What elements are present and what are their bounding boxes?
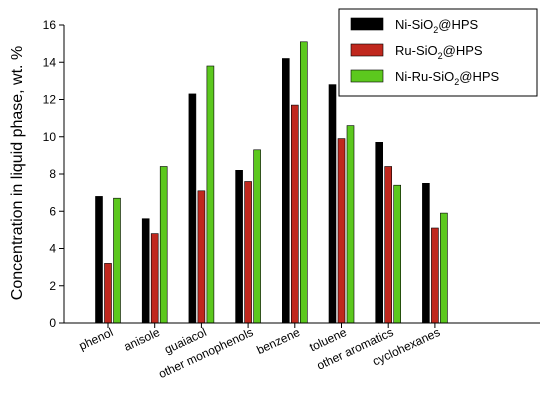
y-tick-label-8: 14 <box>43 55 57 69</box>
y-tick-label-6: 10 <box>43 130 57 144</box>
y-tick-label-7: 12 <box>43 93 57 107</box>
legend-swatch-1 <box>350 17 384 31</box>
y-tick-label-3: 4 <box>49 242 56 256</box>
y-tick-label-2: 2 <box>49 279 56 293</box>
bar-1-4 <box>235 170 243 324</box>
bar-3-8 <box>440 212 448 324</box>
bar-2-5 <box>290 104 299 324</box>
bar-3-2 <box>159 166 168 324</box>
x-category-label-2: anisole <box>122 325 163 354</box>
bar-1-6 <box>328 84 337 324</box>
legend-label-1: Ni-SiO2@HPS <box>395 17 479 35</box>
bar-2-4 <box>244 181 252 324</box>
legend: Ni-SiO2@HPS Ru-SiO2@HPS Ni-Ru-SiO2@HPS <box>338 8 538 97</box>
bar-1-5 <box>281 58 290 324</box>
x-category-label-1: phenol <box>77 325 116 353</box>
y-tick-label-5: 8 <box>49 167 56 181</box>
legend-swatch-2 <box>350 43 384 57</box>
bar-3-4 <box>253 149 261 324</box>
bar-1-2 <box>141 218 150 324</box>
legend-label-3: Ni-Ru-SiO2@HPS <box>395 69 500 87</box>
bar-3-7 <box>393 184 402 324</box>
bar-3-1 <box>113 197 121 324</box>
bar-1-1 <box>95 196 103 324</box>
bar-1-8 <box>422 183 430 324</box>
y-tick-label-9: 16 <box>43 18 57 32</box>
y-tick-label-1: 0 <box>49 316 56 330</box>
bar-2-1 <box>104 263 112 324</box>
bar-2-7 <box>384 166 393 324</box>
x-category-label-5: benzene <box>254 325 302 357</box>
bar-2-3 <box>197 190 206 324</box>
legend-swatch-3 <box>350 69 384 83</box>
bar-3-3 <box>206 65 215 324</box>
y-tick-label-4: 6 <box>49 204 56 218</box>
bar-1-7 <box>375 142 384 324</box>
bar-1-3 <box>188 93 197 324</box>
bar-3-5 <box>299 41 308 324</box>
legend-label-2: Ru-SiO2@HPS <box>395 43 483 61</box>
bar-2-8 <box>431 227 439 324</box>
bar-2-6 <box>337 138 346 324</box>
bars-layer <box>95 41 448 324</box>
y-axis-title: Concentration in liquid phase, wt. % <box>9 46 26 300</box>
bar-2-2 <box>150 233 159 324</box>
bar-3-6 <box>346 125 355 324</box>
